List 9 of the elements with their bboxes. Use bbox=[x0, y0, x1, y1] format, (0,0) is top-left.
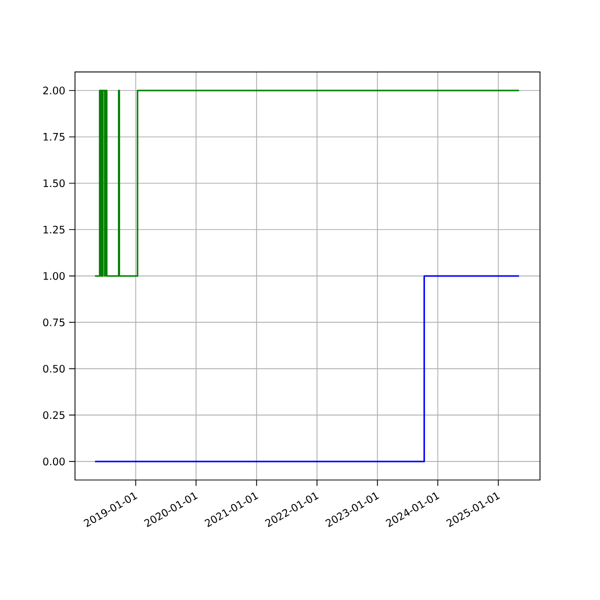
y-tick-label: 0.00 bbox=[43, 458, 65, 466]
y-tick-label: 1.50 bbox=[44, 179, 65, 188]
y-tick-label: 1.75 bbox=[44, 133, 64, 141]
y-tick-label: 2.00 bbox=[43, 86, 65, 94]
y-tick-label: 1.00 bbox=[44, 272, 65, 280]
y-tick-label: 0.50 bbox=[43, 364, 65, 373]
y-tick-label: 0.75 bbox=[43, 318, 64, 326]
y-tick-label: 0.25 bbox=[43, 411, 64, 419]
y-tick-label: 1.25 bbox=[44, 226, 64, 234]
